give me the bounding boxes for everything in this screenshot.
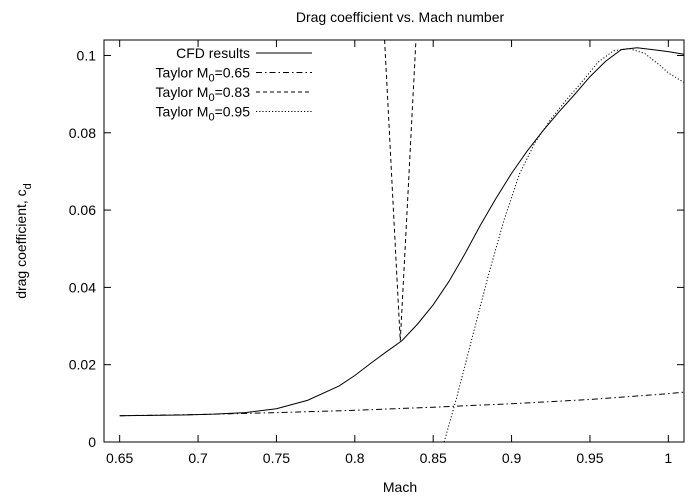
y-tick-label: 0.1 bbox=[77, 47, 97, 63]
x-tick-label: 0.9 bbox=[502, 450, 522, 466]
legend-label-subscript: 0 bbox=[208, 92, 214, 104]
legend-label-main: Taylor M bbox=[156, 65, 209, 81]
y-axis-ticks: 0 0.02 0.04 0.06 0.08 0.1 bbox=[69, 47, 684, 450]
legend-label: Taylor M0=0.65 bbox=[156, 65, 251, 85]
y-axis-label-main: drag coefficient, c bbox=[13, 189, 29, 298]
legend-label: Taylor M0=0.83 bbox=[156, 84, 251, 104]
series-line-cfd-results bbox=[119, 47, 684, 417]
series-line-taylor-m0-0-95 bbox=[443, 47, 684, 442]
y-axis-label-subscript: d bbox=[22, 183, 34, 189]
y-axis-label: drag coefficient, cd bbox=[13, 183, 34, 299]
x-tick-label: 1 bbox=[664, 450, 672, 466]
x-tick-label: 0.95 bbox=[576, 450, 603, 466]
legend-label-tail: =0.65 bbox=[215, 65, 251, 81]
y-tick-label: 0.08 bbox=[69, 125, 96, 141]
legend-label-tail: =0.83 bbox=[215, 84, 251, 100]
legend-label: Taylor M0=0.95 bbox=[156, 104, 251, 124]
series-layer bbox=[119, 40, 684, 442]
plot-frame bbox=[103, 39, 685, 443]
y-tick-label: 0.04 bbox=[69, 279, 96, 295]
x-axis-label: Mach bbox=[383, 479, 417, 495]
x-axis-ticks: 0.65 0.7 0.75 0.8 0.85 0.9 0.95 1 bbox=[106, 40, 672, 466]
chart-title: Drag coefficient vs. Mach number bbox=[296, 9, 505, 25]
legend-label-subscript: 0 bbox=[208, 112, 214, 124]
legend-label-tail: =0.95 bbox=[215, 104, 251, 120]
x-tick-label: 0.85 bbox=[420, 450, 447, 466]
legend-label-main: Taylor M bbox=[156, 104, 209, 120]
legend-label-main: Taylor M bbox=[156, 84, 209, 100]
x-tick-label: 0.7 bbox=[188, 450, 208, 466]
series-line-taylor-m0-0-83 bbox=[384, 40, 417, 341]
y-tick-label: 0.06 bbox=[69, 202, 96, 218]
legend-label-subscript: 0 bbox=[208, 73, 214, 85]
y-tick-label: 0 bbox=[88, 434, 96, 450]
legend-label: CFD results bbox=[176, 45, 250, 61]
series-line-taylor-m0-0-65 bbox=[119, 391, 684, 417]
x-tick-label: 0.65 bbox=[106, 450, 133, 466]
x-tick-label: 0.8 bbox=[345, 450, 365, 466]
x-tick-label: 0.75 bbox=[263, 450, 290, 466]
y-tick-label: 0.02 bbox=[69, 357, 96, 373]
legend-label-main: CFD results bbox=[176, 45, 250, 61]
